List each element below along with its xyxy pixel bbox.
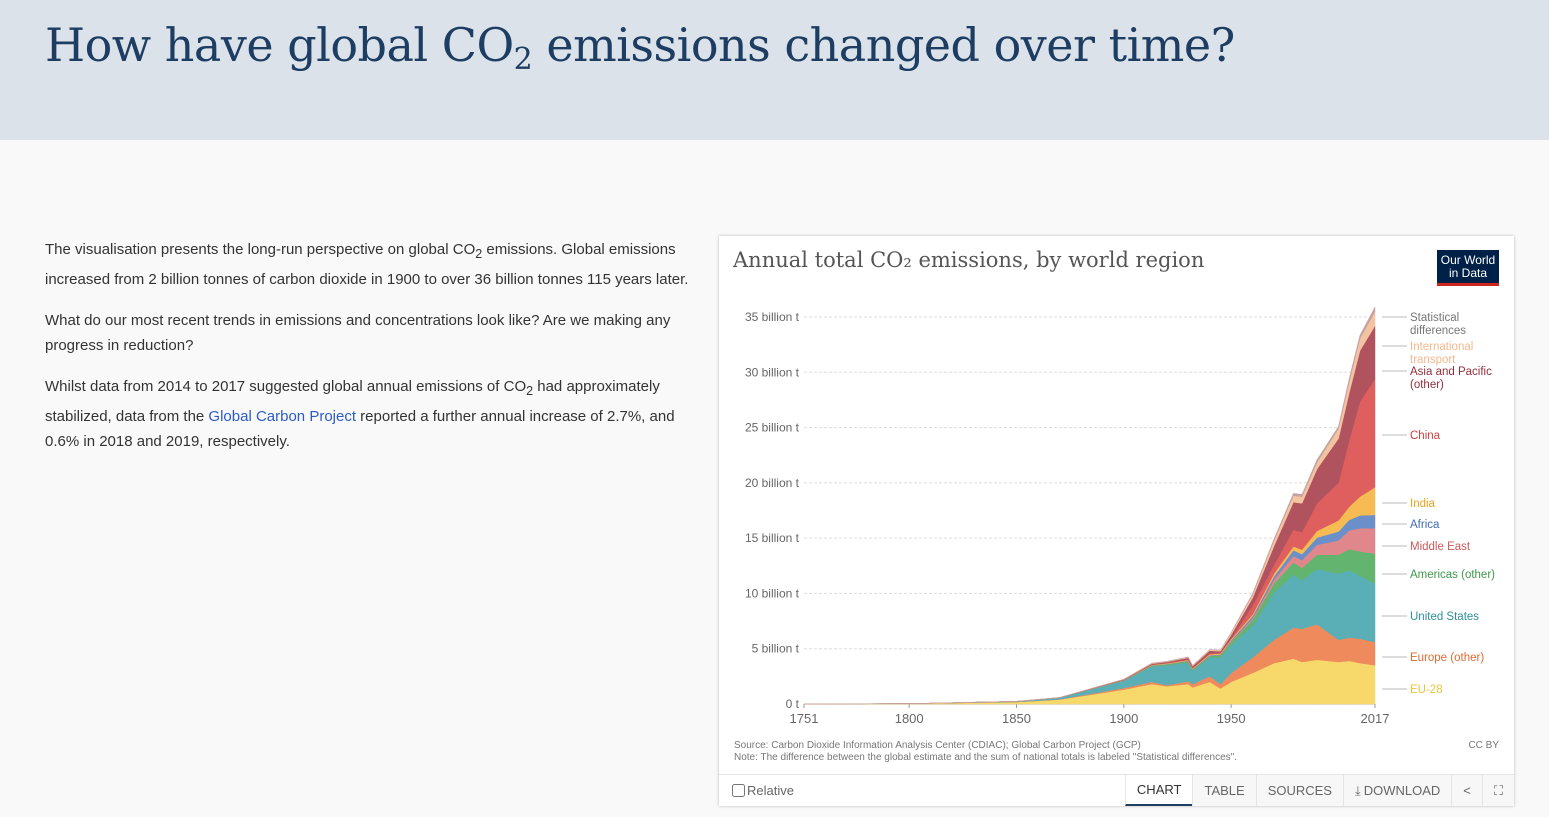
area-eu-28 <box>803 658 1376 705</box>
legend-label: United States <box>1410 611 1479 623</box>
tab-sources[interactable]: SOURCES <box>1255 775 1343 806</box>
article-text: The visualisation presents the long-run … <box>45 237 695 470</box>
owid-logo[interactable]: Our World in Data <box>1437 250 1499 286</box>
fullscreen-icon: ⛶ <box>1493 782 1503 798</box>
legend-label: Asia and Pacific <box>1410 366 1492 378</box>
y-tick-label: 0 t <box>786 697 800 711</box>
x-tick-label: 1850 <box>1002 711 1031 726</box>
chart-title: Annual total CO₂ emissions, by world reg… <box>733 248 1205 272</box>
paragraph-3: Whilst data from 2014 to 2017 suggested … <box>45 378 675 450</box>
area-statistical-differences <box>803 306 1376 705</box>
relative-checkbox[interactable] <box>732 784 745 797</box>
legend-label: Africa <box>1410 519 1440 531</box>
chart-source: Source: Carbon Dioxide Information Analy… <box>734 740 1237 763</box>
tab-download[interactable]: ⤓ DOWNLOAD <box>1342 775 1452 806</box>
chart-tabs: CHART TABLE SOURCES ⤓ DOWNLOAD < ⛶ <box>1124 775 1514 806</box>
legend-label: EU-28 <box>1410 684 1443 696</box>
legend-label: China <box>1410 430 1441 442</box>
tab-table[interactable]: TABLE <box>1192 775 1256 806</box>
y-tick-label: 10 billion t <box>745 586 800 600</box>
fullscreen-button[interactable]: ⛶ <box>1481 775 1514 806</box>
y-tick-label: 35 billion t <box>745 310 800 324</box>
x-tick-label: 1950 <box>1217 711 1246 726</box>
chart-controls: Relative CHART TABLE SOURCES ⤓ DOWNLOAD <… <box>719 774 1514 806</box>
legend-label: Statistical <box>1410 312 1459 324</box>
legend-label: transport <box>1410 354 1456 366</box>
legend-label: India <box>1410 498 1436 510</box>
download-icon: ⤓ <box>1354 782 1361 798</box>
x-tick-label: 1800 <box>895 711 924 726</box>
tab-chart[interactable]: CHART <box>1124 775 1193 806</box>
x-tick-label: 1900 <box>1109 711 1138 726</box>
share-button[interactable]: < <box>1451 775 1482 806</box>
x-tick-label: 2017 <box>1361 711 1390 726</box>
legend-label: differences <box>1410 325 1466 337</box>
global-carbon-project-link[interactable]: Global Carbon Project <box>208 408 356 425</box>
legend-label: Europe (other) <box>1410 652 1484 664</box>
stacked-area-chart: 0 t 5 billion t 10 billion t 15 billion t 20… <box>745 306 1495 726</box>
share-icon: < <box>1463 783 1471 798</box>
y-tick-label: 25 billion t <box>745 421 800 435</box>
relative-toggle[interactable]: Relative <box>732 783 794 798</box>
y-tick-label: 5 billion t <box>752 642 800 656</box>
page-title: How have global CO2 emissions changed ov… <box>45 18 1235 77</box>
chart-card: Annual total CO₂ emissions, by world reg… <box>719 236 1514 806</box>
license[interactable]: CC BY <box>1468 740 1499 751</box>
y-tick-label: 15 billion t <box>745 531 800 545</box>
legend-label: International <box>1410 341 1473 353</box>
legend-label: Americas (other) <box>1410 569 1495 581</box>
paragraph-1: The visualisation presents the long-run … <box>45 241 689 288</box>
y-tick-label: 30 billion t <box>745 365 800 379</box>
y-tick-label: 20 billion t <box>745 476 800 490</box>
x-tick-label: 1751 <box>790 711 819 726</box>
legend-label: (other) <box>1410 379 1444 391</box>
paragraph-2: What do our most recent trends in emissi… <box>45 312 671 354</box>
page-header: How have global CO2 emissions changed ov… <box>0 0 1549 140</box>
legend-label: Middle East <box>1410 541 1471 553</box>
